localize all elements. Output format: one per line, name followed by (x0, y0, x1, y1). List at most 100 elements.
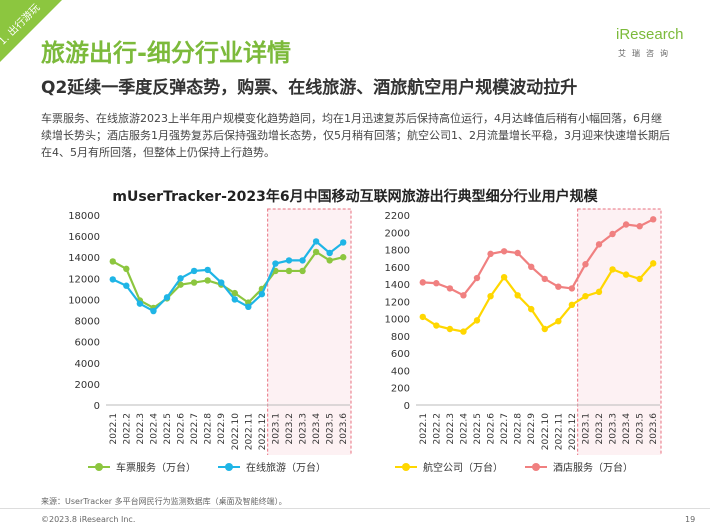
left-ytick-label: 8000 (75, 317, 100, 328)
right-series-1-point (419, 279, 426, 286)
right-xtick-label: 2023.2 (595, 413, 605, 445)
iresearch-logo: iResearch 艾瑞咨询 (610, 22, 690, 62)
right-series-0-point (595, 288, 603, 296)
right-series-1-point (568, 285, 576, 292)
right-series-1-point (528, 263, 535, 271)
left-series-1-point (272, 260, 279, 267)
right-xtick-label: 2022.2 (432, 413, 442, 445)
left-series-0-point (231, 289, 238, 297)
right-ytick-label: 1600 (385, 263, 410, 274)
legend-left: 车票服务（万台） 在线旅游（万台） (88, 459, 348, 474)
legend-label-hotel: 酒店服务（万台） (553, 463, 633, 474)
right-series-0-point (433, 322, 440, 329)
left-series-0-point (204, 277, 211, 284)
left-xtick-label: 2022.5 (163, 413, 173, 445)
left-series-1-point (258, 290, 266, 298)
right-xtick-label: 2023.4 (622, 413, 632, 445)
left-ytick-label: 10000 (68, 295, 100, 306)
right-xtick-label: 2022.11 (554, 413, 564, 450)
left-series-0-point (340, 254, 347, 261)
left-ytick-label: 4000 (75, 359, 100, 370)
right-xtick-label: 2023.3 (609, 413, 619, 445)
right-series-0-point (487, 292, 494, 300)
source-note: 来源：UserTracker 多平台网民行为监测数据库（桌面及智能终端）。 (41, 497, 287, 506)
legend-label-airline: 航空公司（万台） (423, 463, 503, 474)
left-xtick-label: 2022.3 (136, 413, 146, 445)
left-xtick-label: 2022.10 (231, 413, 241, 450)
left-series-1-point (285, 257, 293, 264)
right-series-1-point (514, 249, 521, 257)
right-ytick-label: 400 (391, 366, 410, 377)
right-series-0-point (582, 292, 589, 300)
right-series-1-point (541, 275, 548, 283)
left-series-0-point (109, 258, 116, 265)
right-series-0-point (555, 318, 562, 325)
left-ytick-label: 12000 (68, 274, 100, 285)
right-xtick-label: 2022.5 (473, 413, 483, 445)
left-xtick-label: 2022.7 (190, 413, 200, 445)
left-series-1-point (150, 307, 157, 315)
train-online-line-chart: 0 2000 4000 6000 8000 10000 12000 14000 16000 180… (68, 208, 352, 455)
left-series-0-point (190, 279, 198, 286)
right-series-1-point (650, 216, 657, 223)
right-series-0-point (473, 317, 481, 324)
left-ytick-label: 0 (94, 401, 100, 412)
left-series-0-point (326, 257, 333, 264)
left-xtick-label: 2023.1 (271, 413, 281, 445)
right-series-0-point (500, 273, 508, 281)
right-xtick-label: 2023.6 (649, 413, 659, 445)
right-series-0-point (636, 275, 643, 283)
right-xtick-label: 2022.3 (446, 413, 456, 445)
left-xtick-label: 2022.11 (244, 413, 254, 450)
right-ytick-label: 1200 (385, 297, 410, 308)
left-series-1-point (312, 238, 320, 245)
left-series-0-point (123, 265, 130, 273)
right-ytick-label: 1000 (385, 315, 410, 326)
left-series-0-point (285, 267, 293, 275)
left-series-1-point (204, 266, 211, 274)
right-series-1-point (555, 283, 562, 290)
right-xtick-label: 2022.8 (514, 413, 524, 445)
legend-item-hotel: 酒店服务（万台） (525, 459, 633, 474)
right-ytick-label: 1800 (385, 246, 410, 257)
page-title: 旅游出行-细分行业详情 (41, 39, 291, 67)
left-xtick-label: 2022.4 (149, 413, 159, 445)
page-number: 19 (685, 515, 696, 524)
right-xtick-label: 2023.1 (581, 413, 591, 445)
right-series-1-point (433, 280, 440, 287)
right-ytick-label: 600 (391, 349, 410, 360)
left-xtick-label: 2023.4 (312, 413, 322, 445)
left-ytick-label: 16000 (68, 232, 100, 243)
left-series-1-point (340, 239, 347, 246)
left-ytick-label: 2000 (75, 380, 100, 391)
right-ytick-label: 200 (391, 384, 410, 395)
left-xtick-label: 2022.2 (122, 413, 132, 445)
left-xtick-label: 2022.6 (177, 413, 187, 445)
left-series-0-point (299, 267, 306, 275)
legend-item-train: 车票服务（万台） (88, 459, 196, 474)
right-xtick-label: 2022.6 (487, 413, 497, 445)
left-series-0-point (177, 281, 184, 288)
left-series-1-point (177, 275, 184, 282)
left-series-0-point (312, 248, 320, 256)
left-xtick-label: 2023.5 (326, 413, 336, 445)
left-xtick-label: 2023.3 (299, 413, 309, 445)
left-series-1-point (123, 282, 130, 289)
right-series-1-point (636, 223, 643, 230)
left-ytick-label: 6000 (75, 338, 100, 349)
right-xtick-label: 2022.9 (527, 413, 537, 445)
section-corner-tag (0, 0, 62, 62)
right-series-1-point (582, 261, 589, 268)
legend-label-train: 车票服务（万台） (116, 463, 196, 474)
right-series-1-point (622, 221, 630, 228)
right-series-0-point (528, 305, 535, 313)
left-ytick-label: 18000 (68, 211, 100, 222)
right-series-0-point (568, 301, 576, 309)
right-series-1-point (609, 230, 616, 238)
left-xtick-label: 2023.6 (339, 413, 349, 445)
right-series-0-point (419, 313, 426, 321)
right-series-1-point (595, 241, 603, 248)
left-series-1-point (299, 257, 306, 264)
right-series-0-point (622, 271, 630, 278)
right-ytick-label: 800 (391, 332, 410, 343)
